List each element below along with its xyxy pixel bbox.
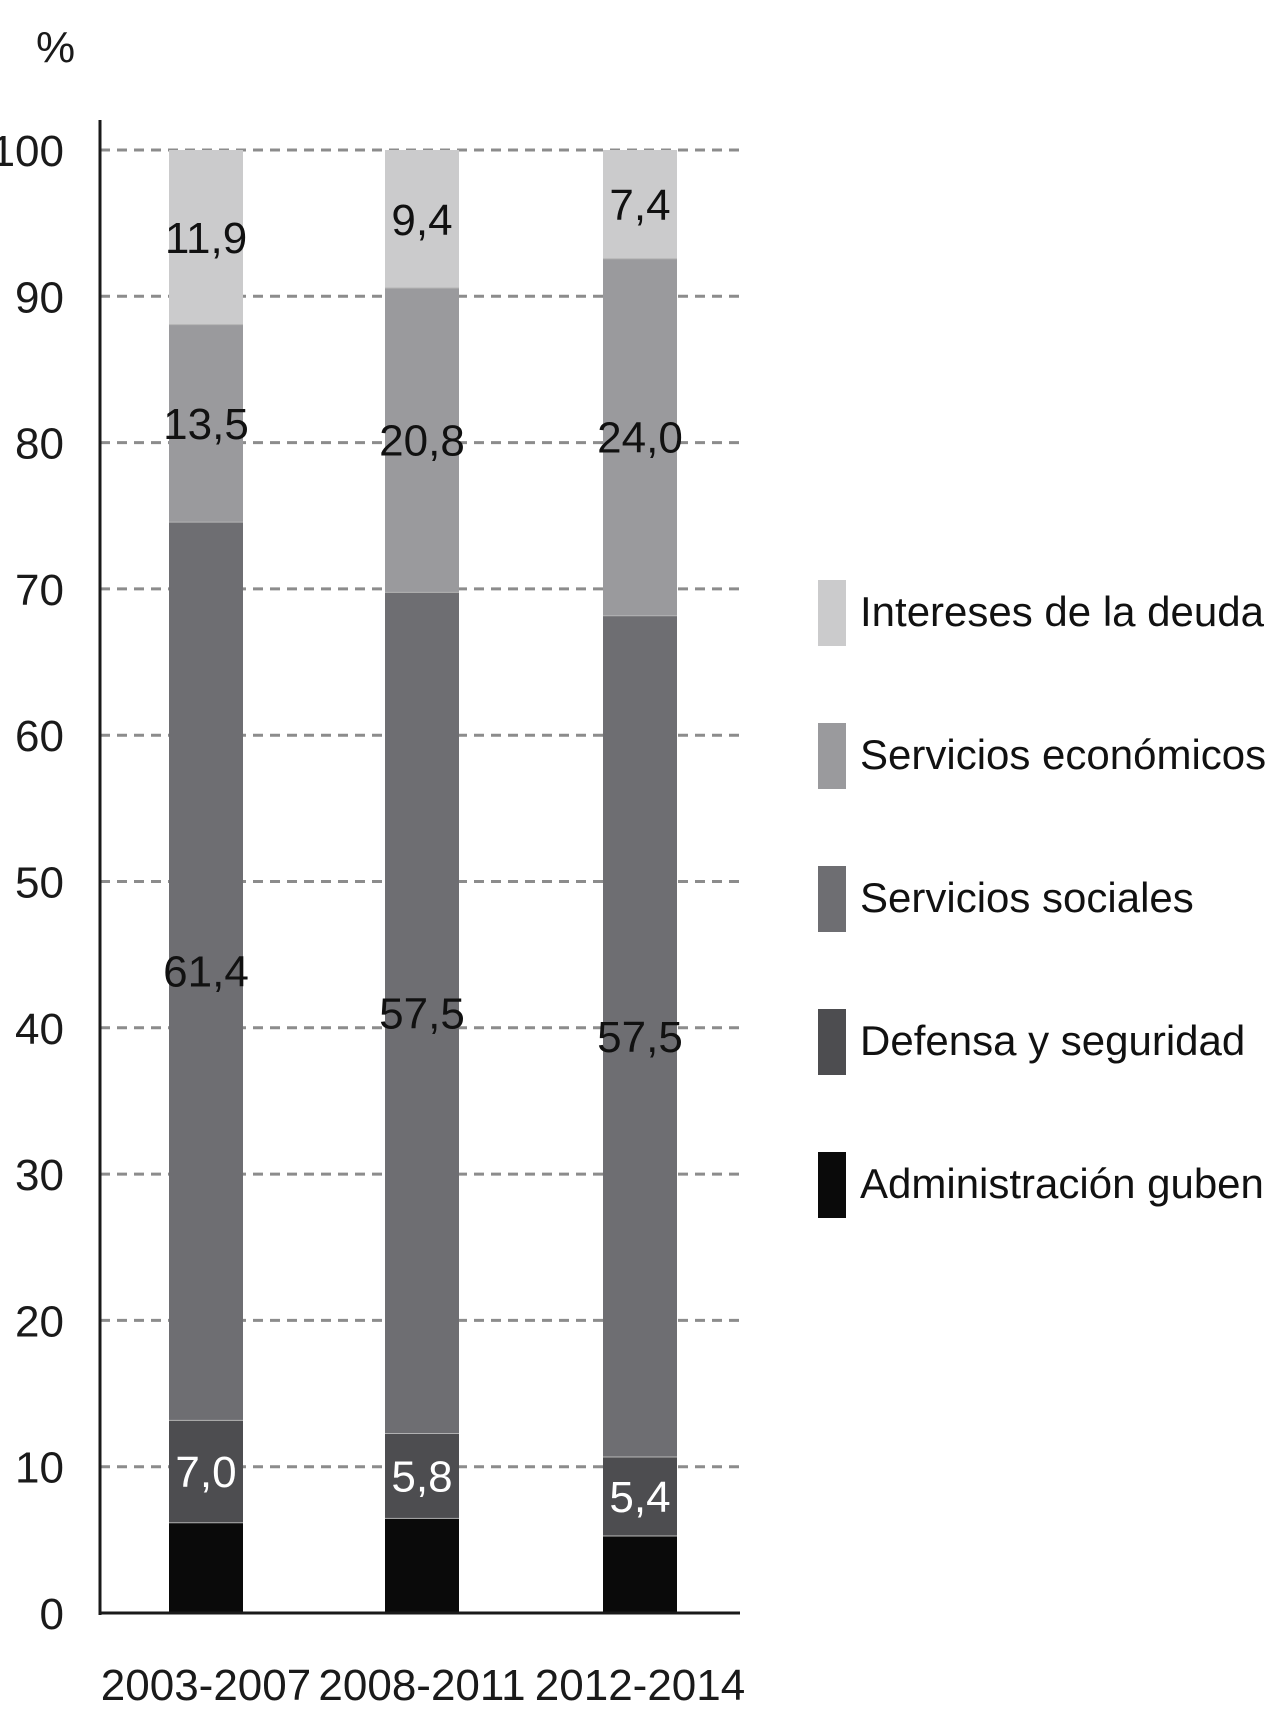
data-label: 5,8 [391,1452,452,1501]
data-label: 61,4 [163,948,249,997]
bar-segment [385,591,459,1434]
legend: Intereses de la deuda pública Servicios e… [818,580,1265,1218]
y-tick-label: 90 [15,273,64,322]
data-label: 20,8 [379,417,465,466]
legend-label: Administración gubenamental [860,1160,1265,1207]
legend-swatch [818,1152,846,1218]
y-tick-label: 0 [40,1590,64,1639]
legend-label: Servicios sociales [860,874,1194,921]
bar-segment [385,150,459,288]
bar-segment [385,1517,459,1613]
legend-label: Servicios económicos [860,731,1265,778]
y-axis-unit-label: % [36,23,75,72]
bar-segment [603,1535,677,1613]
data-label: 7,0 [175,1448,236,1497]
bar-segment [169,521,243,1420]
data-label: 7,4 [609,181,670,230]
bar-segment [169,324,243,522]
data-labels: 7,0 61,4 13,5 11,9 5,8 57,5 20,8 9,4 5,4 57,5 24,0… [163,181,683,1522]
bar-segment [603,150,677,259]
legend-swatch [818,580,846,646]
data-label: 24,0 [597,414,683,463]
y-tick-label: 30 [15,1151,64,1200]
y-tick-label: 80 [15,420,64,469]
bar-segment [169,150,243,325]
y-tick-label: 100 [0,127,64,176]
axes [98,120,740,1615]
legend-label: Intereses de la deuda pública [860,588,1265,635]
bar-segment [385,287,459,592]
y-tick-label: 40 [15,1005,64,1054]
bar-segment [169,1419,243,1523]
y-tick-label: 70 [15,566,64,615]
legend-label: Defensa y seguridad [860,1017,1245,1064]
y-tick-label: 60 [15,712,64,761]
data-label: 11,9 [165,214,247,263]
x-tick-label: 2003-2007 [101,1661,311,1710]
bars [169,150,677,1613]
x-tick-label: 2008-2011 [318,1661,525,1710]
x-axis-ticks: 2003-2007 2008-2011 2012-2014 [101,1661,745,1710]
data-label: 57,5 [597,1013,683,1062]
data-label: 5,4 [609,1473,670,1522]
x-tick-label: 2012-2014 [535,1661,745,1710]
legend-swatch [818,723,846,789]
y-tick-label: 20 [15,1297,64,1346]
legend-swatch [818,866,846,932]
bar-segment [603,1456,677,1536]
bar-segment [603,258,677,616]
data-label: 9,4 [391,196,452,245]
y-tick-label: 10 [15,1444,64,1493]
legend-swatch [818,1009,846,1075]
bar-segment [603,615,677,1457]
y-axis-ticks: 0 10 20 30 40 50 60 70 80 90 100 [0,127,64,1639]
bar-segment [385,1433,459,1518]
data-label: 13,5 [163,400,249,449]
y-tick-label: 50 [15,859,64,908]
data-label: 57,5 [379,989,465,1038]
bar-segment [169,1522,243,1613]
